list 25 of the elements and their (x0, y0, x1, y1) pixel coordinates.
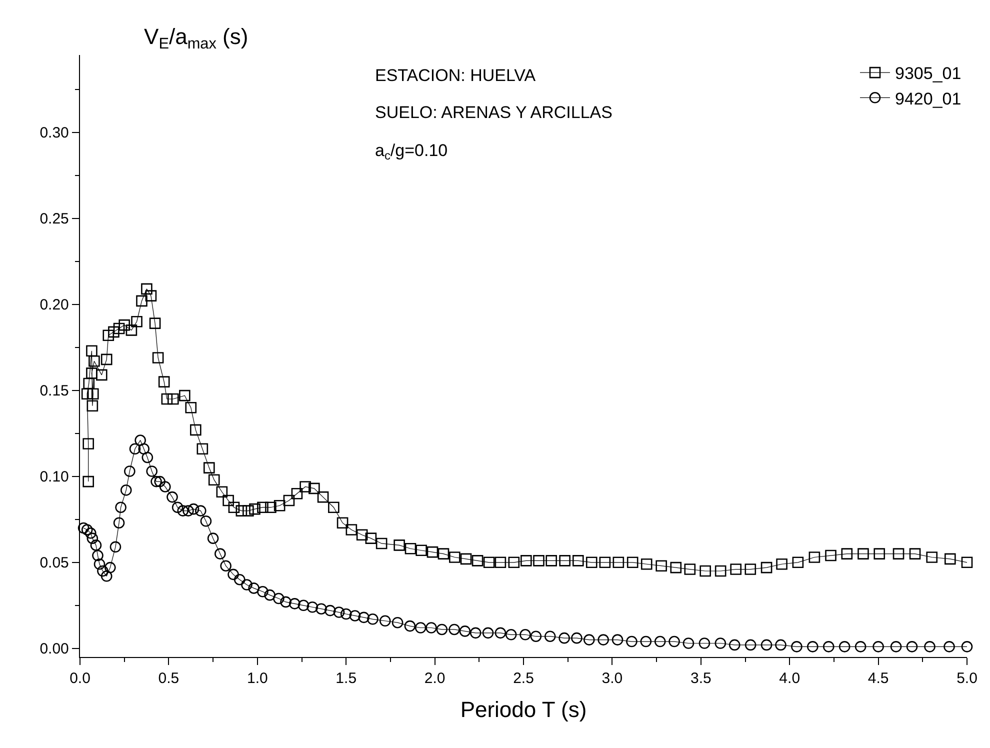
x-tick-label: 0.5 (158, 670, 180, 688)
y-tick-label: 0.30 (40, 124, 69, 142)
y-tick-label: 0.10 (40, 468, 69, 486)
annotation: ESTACION: HUELVA (375, 66, 536, 85)
y-axis-title: V$_{E}$/a$_{max}$ (s) (144, 24, 248, 53)
y-tick-label: 0.15 (40, 382, 69, 400)
x-tick-label: 0.0 (70, 670, 90, 688)
x-tick-label: 4.0 (779, 670, 800, 688)
x-tick-label: 4.5 (868, 670, 889, 688)
x-tick-label: 1.5 (336, 670, 357, 688)
x-tick-label: 5.0 (956, 670, 978, 688)
annotation: SUELO: ARENAS Y ARCILLAS (375, 103, 612, 122)
y-tick-label: 0.25 (40, 210, 69, 228)
annotation: a$_{c}$/g=0.10 (375, 141, 448, 163)
y-tick-label: 0.20 (40, 296, 69, 314)
x-axis-title: Periodo T (s) (460, 697, 587, 722)
y-tick-label: 0.05 (40, 554, 69, 572)
x-tick-label: 3.0 (602, 670, 623, 688)
x-tick-label: 1.0 (246, 670, 268, 688)
legend-label: 9420_01 (895, 89, 962, 108)
y-tick-label: 0.00 (40, 640, 69, 658)
x-tick-label: 3.5 (690, 670, 712, 688)
x-tick-label: 2.0 (424, 670, 446, 688)
x-tick-label: 2.5 (513, 670, 534, 688)
legend-label: 9305_01 (895, 64, 962, 84)
